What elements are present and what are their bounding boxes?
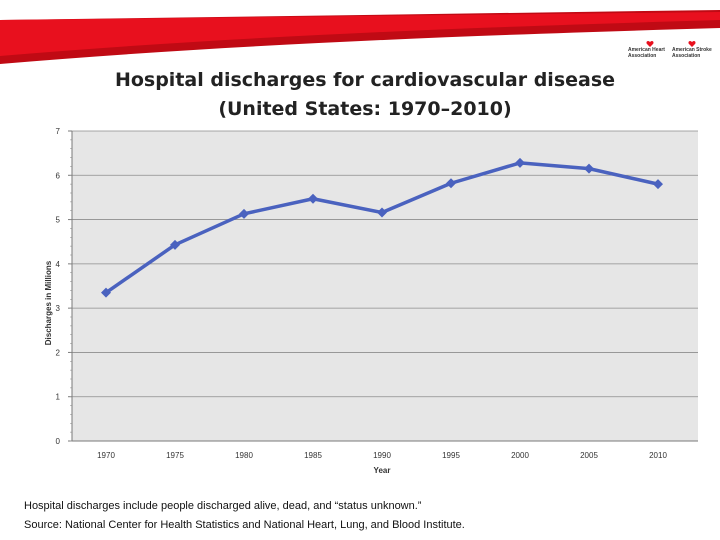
data-point: [239, 208, 249, 219]
x-tick-label: 2000: [511, 451, 529, 460]
x-tick-label: 1995: [442, 451, 460, 460]
x-tick-label: 1975: [166, 451, 184, 460]
line-chart: 0 1 2 3 4 5 6 7 1970 1975 1980 1985 1990 1995 2000 2005…: [44, 127, 698, 475]
aha-asa-logo: American Heart Association American Stro…: [628, 40, 712, 66]
source-note: Source: National Center for Health Stati…: [24, 519, 465, 531]
stroke-torch-icon: [688, 41, 696, 47]
x-tick-label: 1970: [97, 451, 115, 460]
x-tick-label: 2005: [580, 451, 598, 460]
aha-logo-text: American Heart Association: [628, 47, 665, 59]
y-tick-label: 7: [56, 127, 61, 136]
data-point: [170, 239, 180, 250]
asa-logo-text: American Stroke Association: [672, 47, 712, 59]
y-tick-label: 6: [56, 171, 61, 180]
x-tick-label: 1990: [373, 451, 391, 460]
x-tick-label: 1980: [235, 451, 253, 460]
x-tick-label: 2010: [649, 451, 667, 460]
slide-title: Hospital discharges for cardiovascular d…: [60, 66, 670, 124]
y-axis-label: Discharges in Millions: [44, 260, 53, 345]
y-tick-label: 2: [56, 348, 61, 357]
y-tick-label: 0: [56, 437, 61, 446]
y-tick-label: 5: [56, 216, 61, 225]
banner-swoosh-front: [0, 12, 720, 56]
red-banner: [0, 10, 720, 64]
data-point: [446, 178, 456, 189]
slide-title-line1: Hospital discharges for cardiovascular d…: [114, 69, 616, 91]
data-point: [653, 179, 663, 190]
data-point: [101, 287, 111, 298]
data-point: [584, 163, 594, 174]
y-tick-label: 1: [56, 393, 61, 402]
heart-torch-icon: [646, 41, 654, 47]
x-axis-label: Year: [374, 466, 391, 475]
slide-title-line2: (United States: 1970–2010): [218, 98, 512, 120]
data-point: [515, 157, 525, 168]
footnote: Hospital discharges include people disch…: [24, 500, 422, 512]
data-point: [377, 207, 387, 218]
data-point: [308, 193, 318, 204]
y-tick-label: 3: [56, 304, 61, 313]
x-tick-label: 1985: [304, 451, 322, 460]
plot-area: [72, 131, 698, 441]
y-tick-label: 4: [56, 260, 61, 269]
